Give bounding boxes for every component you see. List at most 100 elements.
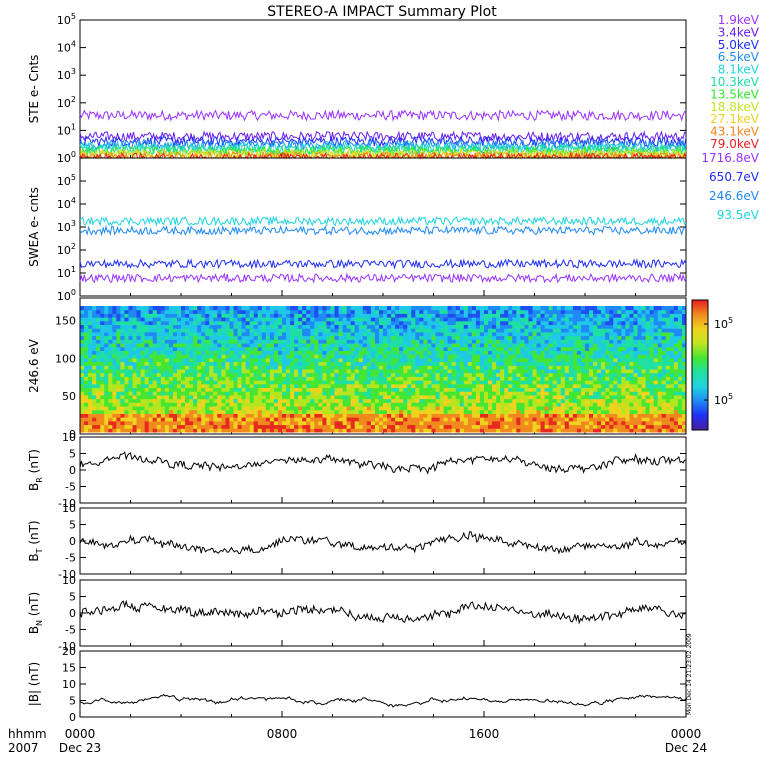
heatmap-cell xyxy=(471,317,477,322)
heatmap-cell xyxy=(152,335,158,340)
heatmap-cell xyxy=(225,306,230,311)
heatmap-cell xyxy=(427,372,432,377)
heatmap-cell xyxy=(152,320,158,326)
heatmap-cell xyxy=(181,417,186,422)
heatmap-cell xyxy=(439,420,445,426)
heatmap-cell xyxy=(164,372,170,377)
heatmap-cell xyxy=(496,424,501,429)
heatmap-cell xyxy=(597,391,602,396)
heatmap-cell xyxy=(221,328,226,333)
heatmap-cell xyxy=(128,417,134,422)
heatmap-cell xyxy=(395,424,400,429)
heatmap-cell xyxy=(273,339,279,344)
heatmap-cell xyxy=(621,324,626,329)
heatmap-cell xyxy=(459,339,465,344)
heatmap-cell xyxy=(88,335,93,340)
heatmap-cell xyxy=(455,313,461,318)
heatmap-cell xyxy=(576,383,582,389)
heatmap-cell xyxy=(407,317,412,322)
heatmap-cell xyxy=(164,328,170,333)
heatmap-cell xyxy=(362,328,368,333)
heatmap-cell xyxy=(100,413,105,418)
heatmap-cell xyxy=(286,309,291,314)
heatmap-cell xyxy=(488,394,493,400)
heatmap-cell xyxy=(225,339,230,344)
y-axis-label: STE e- Cnts xyxy=(27,55,41,124)
heatmap-cell xyxy=(273,376,279,381)
heatmap-cell xyxy=(645,394,651,400)
heatmap-cell xyxy=(451,372,457,377)
heatmap-cell xyxy=(609,372,614,377)
heatmap-cell xyxy=(217,357,222,363)
y-tick-label: 100 xyxy=(55,352,76,365)
heatmap-cell xyxy=(484,343,489,348)
heatmap-cell xyxy=(471,417,477,422)
heatmap-cell xyxy=(306,417,311,422)
heatmap-cell xyxy=(245,320,251,326)
heatmap-cell xyxy=(532,369,538,374)
heatmap-cell xyxy=(205,380,210,385)
heatmap-cell xyxy=(261,335,267,340)
heatmap-cell xyxy=(314,387,319,392)
heatmap-cell xyxy=(160,306,166,311)
heatmap-cell xyxy=(193,331,198,337)
heatmap-cell xyxy=(609,413,614,418)
heatmap-cell xyxy=(544,313,550,318)
heatmap-cell xyxy=(625,376,630,381)
heatmap-cell xyxy=(294,331,299,337)
heatmap-cell xyxy=(435,376,441,381)
heatmap-cell xyxy=(245,383,251,389)
heatmap-cell xyxy=(233,346,239,351)
heatmap-cell xyxy=(447,320,453,326)
heatmap-cell xyxy=(435,320,441,326)
heatmap-cell xyxy=(294,383,299,389)
heatmap-cell xyxy=(589,306,594,311)
heatmap-cell xyxy=(439,361,445,366)
heatmap-cell xyxy=(136,413,142,418)
heatmap-cell xyxy=(128,380,134,385)
heatmap-cell xyxy=(140,306,146,311)
heatmap-cell xyxy=(637,402,643,407)
heatmap-cell xyxy=(181,428,186,433)
heatmap-cell xyxy=(168,320,174,326)
heatmap-cell xyxy=(576,424,582,429)
heatmap-cell xyxy=(524,394,529,400)
heatmap-cell xyxy=(463,331,469,337)
heatmap-cell xyxy=(237,369,243,374)
heatmap-cell xyxy=(576,380,582,385)
heatmap-cell xyxy=(415,428,420,433)
heatmap-cell xyxy=(512,394,517,400)
heatmap-cell xyxy=(168,417,174,422)
heatmap-cell xyxy=(124,361,129,366)
heatmap-cell xyxy=(387,383,392,389)
heatmap-cell xyxy=(395,306,400,311)
heatmap-cell xyxy=(120,339,125,344)
heatmap-cell xyxy=(540,406,546,411)
heatmap-cell xyxy=(653,320,659,326)
heatmap-cell xyxy=(439,313,445,318)
heatmap-cell xyxy=(544,409,550,414)
heatmap-cell xyxy=(431,420,437,426)
heatmap-cell xyxy=(362,391,368,396)
heatmap-cell xyxy=(132,317,138,322)
heatmap-cell xyxy=(132,398,138,403)
heatmap-cell xyxy=(532,313,538,318)
heatmap-cell xyxy=(164,406,170,411)
heatmap-cell xyxy=(374,335,380,340)
heatmap-cell xyxy=(609,376,614,381)
heatmap-cell xyxy=(172,343,178,348)
heatmap-cell xyxy=(116,313,121,318)
heatmap-cell xyxy=(120,383,125,389)
heatmap-cell xyxy=(657,417,663,422)
heatmap-cell xyxy=(463,317,469,322)
heatmap-cell xyxy=(346,306,352,311)
heatmap-cell xyxy=(540,417,546,422)
heatmap-cell xyxy=(261,387,267,392)
heatmap-cell xyxy=(128,306,134,311)
heatmap-cell xyxy=(148,380,154,385)
heatmap-cell xyxy=(322,313,327,318)
heatmap-cell xyxy=(463,328,469,333)
heatmap-cell xyxy=(504,357,509,363)
heatmap-cell xyxy=(459,357,465,363)
heatmap-cell xyxy=(168,413,174,418)
